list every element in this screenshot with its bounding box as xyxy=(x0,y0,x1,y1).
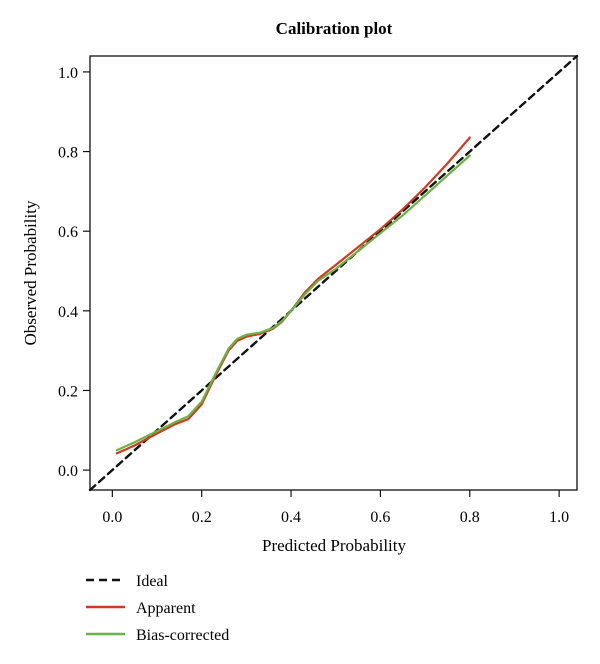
y-tick-label: 0.8 xyxy=(58,145,78,162)
series-layer xyxy=(88,54,579,492)
y-tick-label: 0.6 xyxy=(58,224,78,241)
legend-label-apparent: Apparent xyxy=(136,600,196,617)
y-tick-label: 0.0 xyxy=(58,463,78,480)
y-tick-label: 0.2 xyxy=(58,383,78,400)
series-line-bias-corrected xyxy=(115,154,471,452)
series-line-ideal xyxy=(88,54,579,492)
legend-label-ideal: Ideal xyxy=(136,573,169,590)
series-line-apparent xyxy=(115,136,471,455)
y-axis-label: Observed Probability xyxy=(21,200,40,345)
x-axis: 0.0 0.2 0.4 0.6 0.8 1.0 xyxy=(102,490,569,526)
y-tick-label: 1.0 xyxy=(58,65,78,82)
legend: Ideal Apparent Bias-corrected xyxy=(86,573,229,644)
x-tick-label: 1.0 xyxy=(549,509,569,526)
x-tick-label: 0.2 xyxy=(192,509,212,526)
x-tick-label: 0.8 xyxy=(460,509,480,526)
legend-label-bias-corrected: Bias-corrected xyxy=(136,627,229,644)
plot-frame xyxy=(89,55,578,491)
y-tick-label: 0.4 xyxy=(58,304,78,321)
x-tick-label: 0.0 xyxy=(102,509,122,526)
chart-title: Calibration plot xyxy=(276,19,393,38)
x-tick-label: 0.4 xyxy=(281,509,301,526)
x-tick-label: 0.6 xyxy=(370,509,390,526)
x-axis-label: Predicted Probability xyxy=(262,536,407,555)
y-axis: 0.0 0.2 0.4 0.6 0.8 1.0 xyxy=(58,65,90,480)
